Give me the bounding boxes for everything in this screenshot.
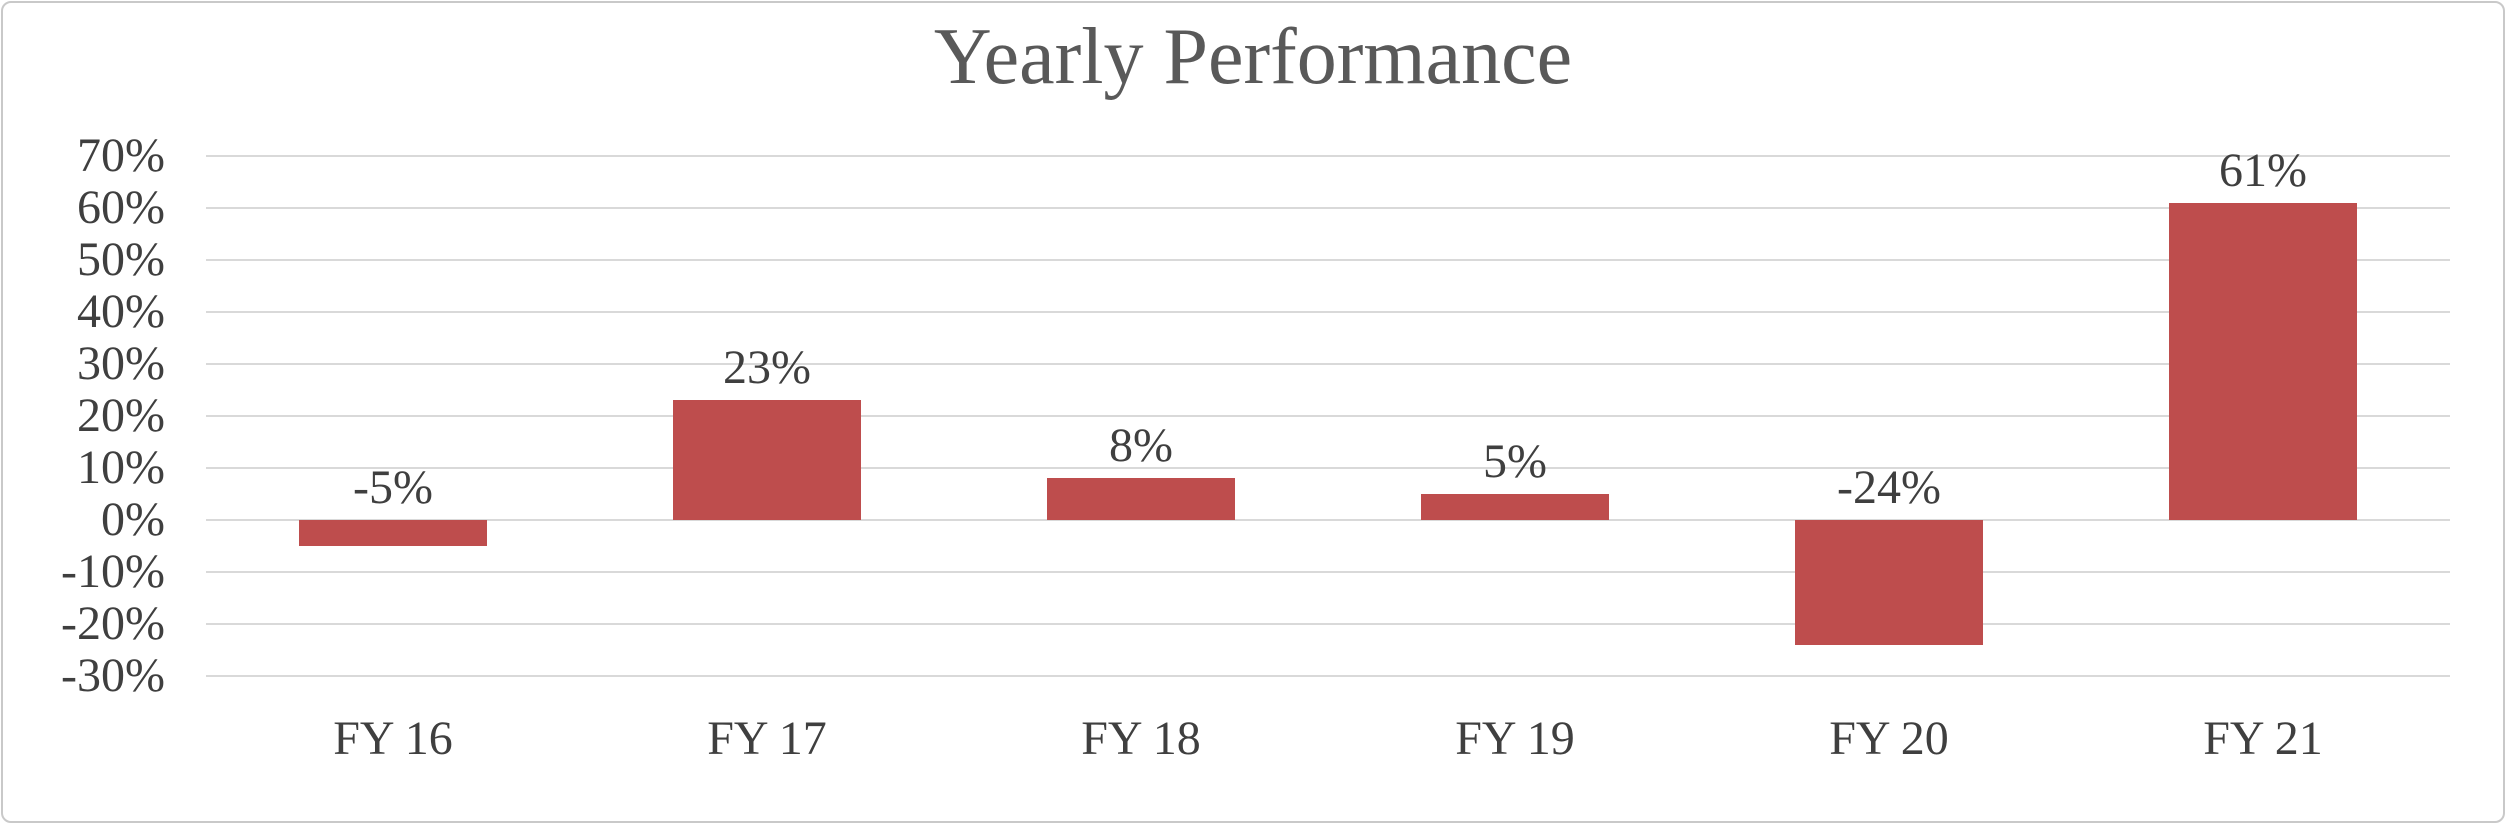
gridline [206, 519, 2450, 521]
y-axis-tick-label: 60% [77, 181, 165, 234]
gridline [206, 155, 2450, 157]
gridline [206, 415, 2450, 417]
gridline [206, 363, 2450, 365]
bar-value-label: 23% [723, 341, 811, 395]
x-axis-category-label: FY 19 [1455, 712, 1575, 765]
y-axis-tick-label: 30% [77, 337, 165, 390]
x-axis-category-label: FY 21 [2203, 712, 2323, 765]
gridline [206, 623, 2450, 625]
x-axis-category-label: FY 17 [707, 712, 827, 765]
bar-fy-20 [1795, 520, 1983, 645]
x-axis-category-label: FY 20 [1829, 712, 1949, 765]
y-axis-tick-label: -30% [61, 649, 165, 702]
y-axis-tick-label: -20% [61, 597, 165, 650]
bar-value-label: -5% [353, 461, 433, 514]
gridline [206, 675, 2450, 677]
bar-value-label: 5% [1483, 435, 1547, 488]
bar-fy-21 [2169, 202, 2357, 520]
bar-fy-18 [1047, 478, 1235, 520]
gridline [206, 571, 2450, 573]
y-axis-tick-label: 70% [77, 129, 165, 182]
bar-fy-19 [1421, 494, 1609, 520]
bar-value-label: 61% [2219, 143, 2307, 197]
y-axis-tick-label: 40% [77, 285, 165, 338]
y-axis-tick-label: 10% [77, 441, 165, 494]
x-axis-category-label: FY 18 [1081, 712, 1201, 765]
y-axis-tick-label: 0% [101, 493, 165, 546]
gridline [206, 311, 2450, 313]
bar-fy-16 [299, 520, 487, 546]
bar-value-label: -24% [1837, 461, 1941, 514]
gridline [206, 207, 2450, 209]
x-axis-category-label: FY 16 [333, 712, 453, 765]
y-axis-tick-label: 50% [77, 233, 165, 286]
gridline [206, 467, 2450, 469]
bar-fy-17 [673, 400, 861, 520]
y-axis-tick-label: -10% [61, 545, 165, 598]
y-axis-tick-label: 20% [77, 389, 165, 442]
gridline [206, 259, 2450, 261]
bar-value-label: 8% [1109, 419, 1173, 473]
chart-title: Yearly Performance [933, 13, 1573, 101]
